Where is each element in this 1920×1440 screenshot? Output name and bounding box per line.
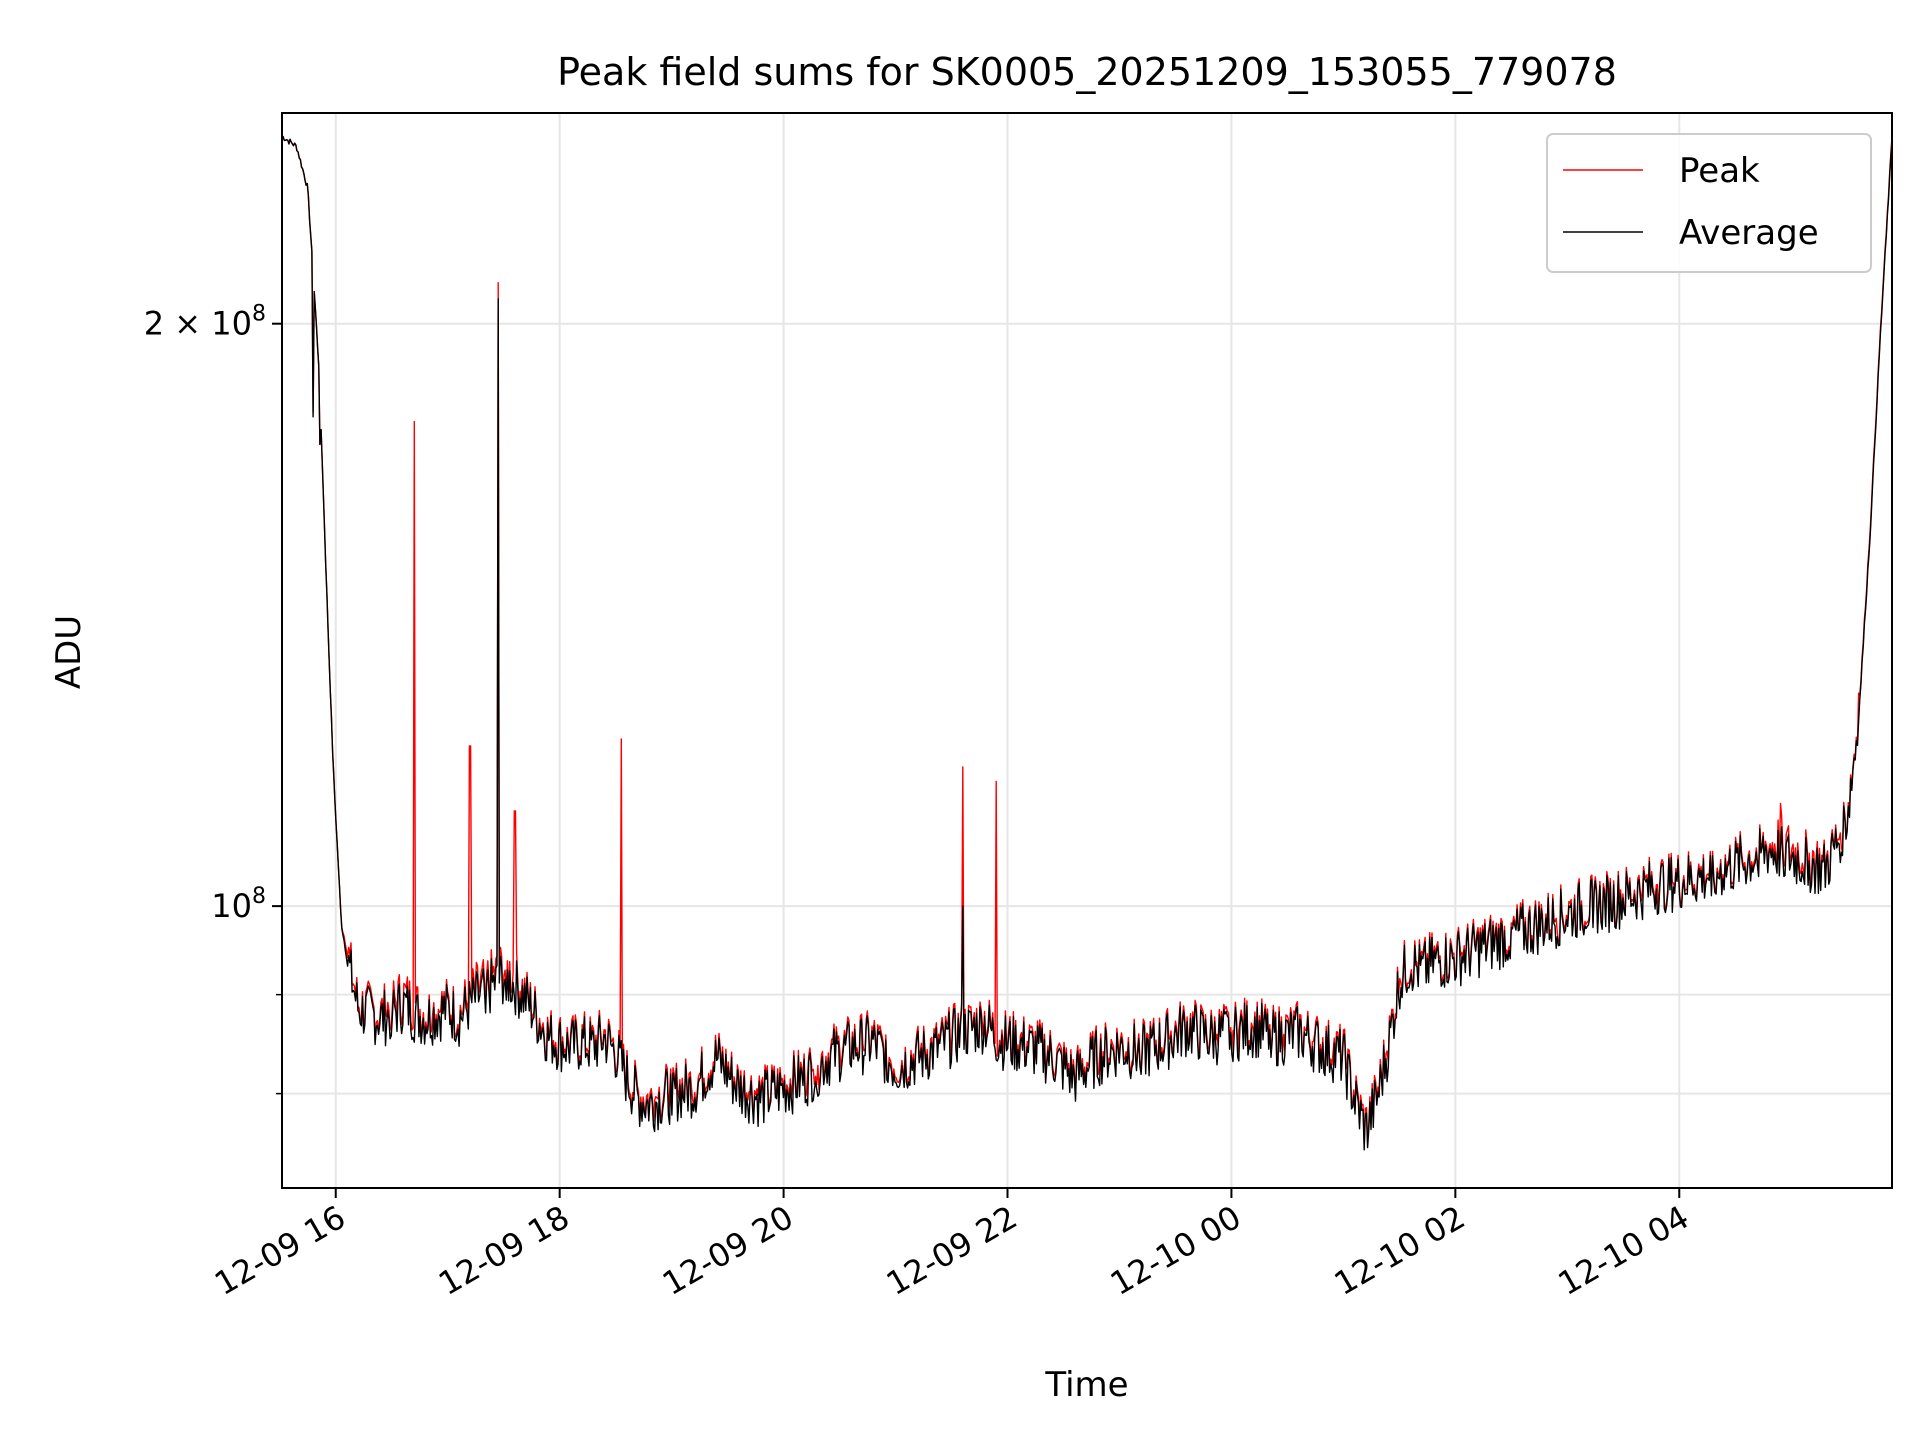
grid-lines (282, 113, 1892, 1188)
x-axis-ticks: 12-09 16 12-09 18 12-09 20 12-09 22 12-10 00… (208, 1188, 1695, 1303)
y-axis-label: ADU (49, 615, 89, 689)
plot-series (281, 135, 1893, 1151)
x-tick-label: 12-10 00 (1104, 1198, 1248, 1303)
x-axis-label: Time (1044, 1365, 1128, 1405)
legend: Peak Average (1546, 133, 1872, 273)
plot-frame (281, 112, 1893, 1189)
legend-peak-label: Peak (1679, 151, 1760, 191)
x-tick-label: 12-09 20 (656, 1198, 800, 1303)
series-line-peak (281, 135, 1893, 1146)
x-tick-label: 12-09 22 (880, 1198, 1024, 1303)
legend-average-label: Average (1679, 213, 1819, 253)
x-tick-label: 12-09 16 (208, 1198, 352, 1303)
chart-title: Peak field sums for SK0005_20251209_1530… (557, 50, 1617, 94)
x-tick-label: 12-10 02 (1328, 1198, 1472, 1303)
legend-box (1546, 133, 1872, 273)
y-axis-ticks: 108 2 × 108 (144, 302, 282, 1095)
x-tick-label: 12-10 04 (1552, 1198, 1696, 1303)
y-tick-label: 108 (211, 884, 266, 925)
x-tick-label: 12-09 18 (432, 1198, 576, 1303)
series-line-average (281, 135, 1893, 1151)
y-tick-label: 2 × 108 (144, 302, 266, 343)
